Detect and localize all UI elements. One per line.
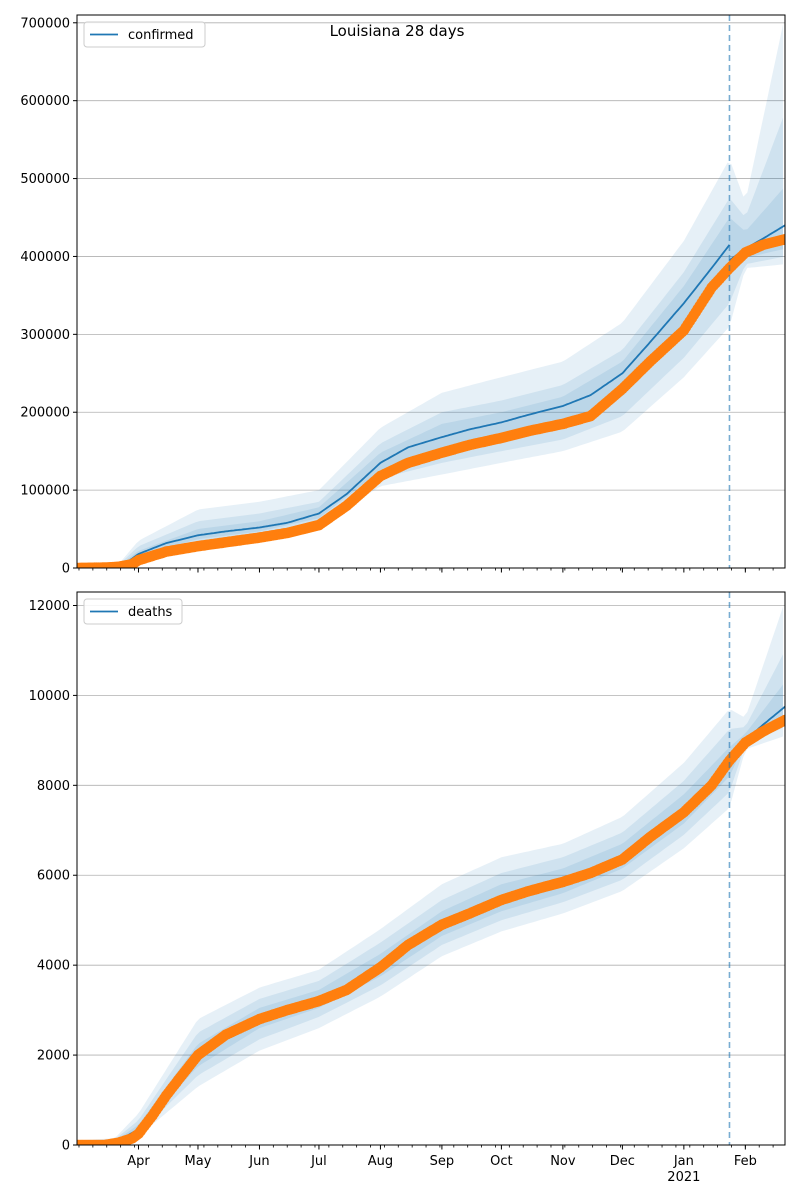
y-tick-label: 12000: [29, 599, 70, 614]
legend-box: [83, 598, 183, 625]
x-tick-label: May: [185, 1154, 212, 1169]
y-tick-label: 0: [62, 562, 70, 577]
y-tick-label: 500000: [20, 172, 70, 187]
x-tick-label: Apr: [127, 1154, 150, 1169]
observed-series: [77, 714, 785, 1145]
deaths-panel: 0 2000 4000 6000 8000 10000 12000 Apr May Jun Jul A…: [29, 591, 786, 1185]
axes-frame: [76, 591, 786, 1146]
x-tick-label: Oct: [490, 1154, 512, 1169]
x-year-label: 2021: [667, 1170, 700, 1185]
y-tick-label: 100000: [20, 484, 70, 499]
x-tick-label: Aug: [368, 1154, 393, 1169]
y-tick-label: 700000: [20, 16, 70, 31]
legend-box: [83, 21, 206, 48]
y-tick-label: 4000: [37, 959, 70, 974]
y-tick-label: 200000: [20, 406, 70, 421]
x-tick-label: Nov: [550, 1154, 576, 1169]
observed-series: [77, 234, 785, 568]
uncertainty-band-3: [77, 684, 783, 1145]
y-tick-label: 0: [62, 1139, 70, 1154]
legend-label: confirmed: [128, 28, 194, 43]
y-tick-label: 8000: [37, 779, 70, 794]
confirmed-panel: 0 100000 200000 300000 400000 500000 600000 700…: [20, 14, 786, 577]
legend-label: deaths: [128, 605, 173, 620]
legend: deaths: [83, 598, 183, 625]
plot-area: [77, 24, 785, 568]
x-tick-label: Sep: [430, 1154, 455, 1169]
y-tick-label: 600000: [20, 94, 70, 109]
y-tick-label: 400000: [20, 250, 70, 265]
uncertainty-band-1: [77, 606, 783, 1145]
legend: confirmed: [83, 21, 206, 48]
plot-area: [77, 606, 785, 1145]
y-tick-label: 6000: [37, 869, 70, 884]
x-tick-label: Jan: [673, 1154, 694, 1169]
uncertainty-band-1: [77, 24, 783, 568]
model-line: [77, 244, 731, 568]
x-tick-label: Dec: [610, 1154, 635, 1169]
y-tick-label: 10000: [29, 689, 70, 704]
y-tick-label: 2000: [37, 1049, 70, 1064]
y-tick-label: 300000: [20, 328, 70, 343]
axes-frame: [76, 14, 786, 569]
x-tick-label: Feb: [734, 1154, 757, 1169]
x-tick-label: Jul: [310, 1154, 327, 1169]
observed-point: [779, 714, 785, 726]
x-tick-label: Jun: [248, 1154, 269, 1169]
figure-title: Louisiana 28 days: [330, 22, 465, 40]
uncertainty-band-2: [77, 117, 783, 568]
observed-point: [779, 234, 785, 245]
